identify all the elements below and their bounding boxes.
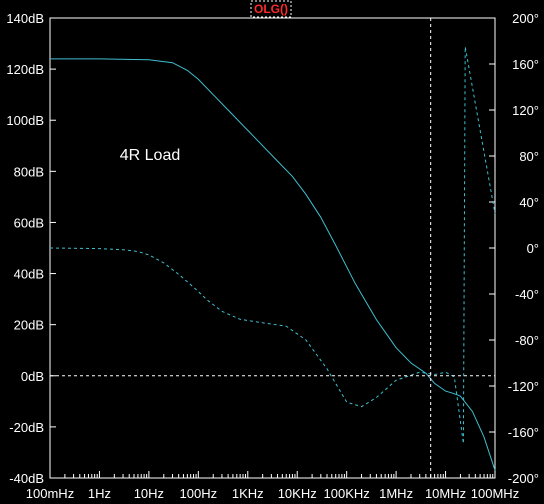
phase-trace — [49, 46, 496, 444]
y-left-tick-label: 120dB — [6, 62, 44, 77]
x-tick-label: 100KHz — [324, 486, 370, 501]
y-left-tick-label: 0dB — [21, 369, 44, 384]
x-tick-label: 100mHz — [26, 486, 74, 501]
y-right-tick-label: 160° — [512, 57, 539, 72]
y-right-tick-label: 120° — [512, 103, 539, 118]
plot-border — [49, 17, 496, 479]
y-right-tick-label: -80° — [515, 333, 539, 348]
y-left-tick-label: 80dB — [14, 164, 44, 179]
x-tick-label: 1Hz — [88, 486, 111, 501]
axis-ticks — [49, 17, 496, 479]
x-tick-label: 10Hz — [134, 486, 164, 501]
y-right-tick-label: 40° — [519, 195, 539, 210]
y-left-tick-label: 140dB — [6, 11, 44, 26]
y-right-tick-label: -120° — [508, 379, 539, 394]
y-right-tick-label: -40° — [515, 287, 539, 302]
chart-title: OLG() — [254, 2, 288, 16]
x-tick-label: 1KHz — [232, 486, 264, 501]
title-box — [250, 0, 292, 18]
y-right-tick-label: 0° — [527, 241, 539, 256]
y-right-tick-label: 200° — [512, 11, 539, 26]
y-right-tick-label: -200° — [508, 471, 539, 486]
tick-labels: 100mHz 1Hz 10Hz 100Hz 1KHz 10KHz 100KHz 1MHz 10M… — [6, 11, 539, 501]
annotation-label: 4R Load — [120, 147, 181, 164]
y-left-tick-label: 20dB — [14, 318, 44, 333]
traces — [49, 46, 496, 471]
y-left-tick-label: 40dB — [14, 267, 44, 282]
gain-trace — [50, 58, 496, 471]
x-tick-label: 10KHz — [278, 486, 317, 501]
plot-frame — [49, 17, 496, 479]
x-tick-label: 10MHz — [425, 486, 466, 501]
y-left-tick-label: -40dB — [9, 471, 44, 486]
crosshair — [50, 18, 495, 478]
y-right-tick-label: -160° — [508, 425, 539, 440]
y-left-tick-label: -20dB — [9, 420, 44, 435]
y-left-tick-label: 100dB — [6, 113, 44, 128]
x-tick-label: 100Hz — [180, 486, 218, 501]
y-right-tick-label: 80° — [519, 149, 539, 164]
x-tick-label: 1MHz — [379, 486, 413, 501]
x-tick-label: 100MHz — [471, 486, 519, 501]
y-left-tick-label: 60dB — [14, 215, 44, 230]
